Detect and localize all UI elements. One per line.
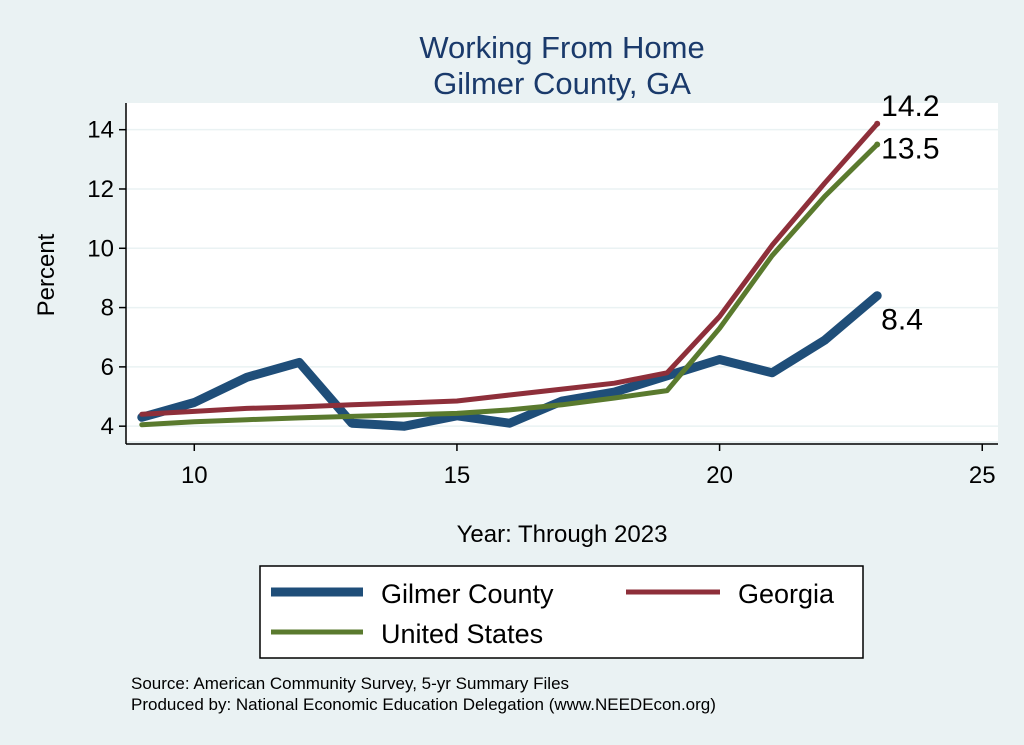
end-value-label: 13.5: [881, 133, 939, 166]
legend-label-gilmer-county: Gilmer County: [381, 579, 554, 609]
legend-label-georgia: Georgia: [738, 579, 835, 609]
series-end-point: [874, 292, 881, 299]
series-line-gilmer-county: [137, 291, 882, 431]
series-line-georgia: [139, 121, 880, 417]
plot-area: [126, 103, 998, 441]
x-tick-label: 20: [706, 462, 733, 489]
x-tick-label: 25: [969, 462, 996, 489]
legend: Gilmer County Georgia United States: [259, 565, 864, 659]
x-tick-label: 15: [444, 462, 471, 489]
end-labels: 8.4 14.2 13.5: [881, 90, 939, 337]
end-value-label: 8.4: [881, 304, 923, 337]
legend-label-united-states: United States: [381, 619, 543, 649]
chart-subtitle: Gilmer County, GA: [433, 66, 691, 101]
legend-box: [259, 565, 864, 659]
axes: 4 6 8 10 12 14 10 15 20 25: [87, 103, 998, 489]
series-lines: [137, 120, 882, 431]
y-axis-label: Percent: [33, 233, 60, 316]
y-tick-label: 10: [87, 235, 114, 262]
y-tick-label: 12: [87, 176, 114, 203]
chart-title: Working From Home: [419, 30, 704, 65]
y-tick-label: 6: [101, 354, 114, 381]
x-tick-label: 10: [181, 462, 208, 489]
series-end-point: [874, 141, 881, 148]
y-tick-label: 14: [87, 117, 114, 144]
y-tick-label: 8: [101, 295, 114, 322]
x-axis-label: Year: Through 2023: [457, 521, 668, 548]
y-tick-label: 4: [101, 413, 114, 440]
producer-note: Produced by: National Economic Education…: [131, 695, 716, 714]
end-value-label: 14.2: [881, 90, 939, 123]
series-line-united-states: [139, 142, 880, 428]
source-note: Source: American Community Survey, 5-yr …: [131, 674, 569, 693]
series-end-point: [874, 120, 881, 127]
